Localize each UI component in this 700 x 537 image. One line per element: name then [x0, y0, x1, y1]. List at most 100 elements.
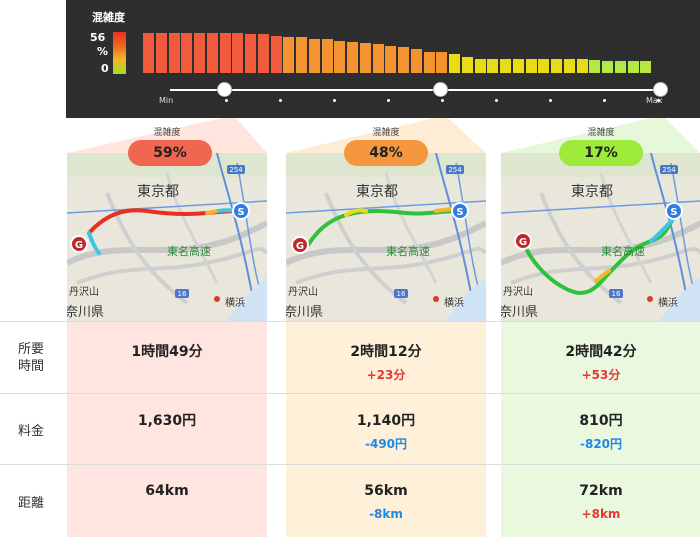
congestion-bar [245, 34, 256, 73]
map-label-tomei: 東名高速 [167, 245, 211, 258]
congestion-slider-track[interactable] [170, 89, 660, 91]
congestion-bar [627, 61, 639, 73]
svg-text:S: S [670, 207, 677, 218]
svg-text:16: 16 [612, 290, 621, 298]
route-line [594, 269, 611, 283]
goal-marker-icon[interactable] [514, 232, 532, 250]
map-label-tanzawa: 丹沢山 [69, 287, 99, 298]
start-marker-icon[interactable] [665, 202, 683, 220]
table-divider [0, 464, 700, 465]
slider-tick [495, 99, 498, 102]
table-divider [0, 321, 700, 322]
route-2-congestion-badge: 48% [344, 140, 428, 166]
route-3-time: 2時間42分 [565, 344, 637, 360]
congestion-bar [461, 57, 473, 73]
map-label-tokyo: 東京都 [356, 184, 398, 200]
start-marker-icon[interactable] [232, 202, 250, 220]
route-3-distance-diff: +8km [581, 507, 621, 521]
svg-text:16: 16 [397, 290, 406, 298]
route-2-distance: 56km [364, 483, 408, 499]
table-divider [0, 393, 700, 394]
route-3-fee: 810円 [579, 413, 623, 429]
route-line [344, 208, 368, 217]
svg-text:254: 254 [229, 166, 243, 174]
congestion-bar [270, 36, 282, 73]
route-1-congestion-label: 混雑度 [153, 128, 181, 138]
congestion-bar [500, 59, 511, 73]
slider-tick [549, 99, 552, 102]
map-label-kanagawa: 奈川県 [501, 305, 539, 320]
congestion-bar [423, 52, 435, 73]
congestion-min-label: 0 [101, 62, 109, 75]
congestion-bar [194, 33, 205, 73]
congestion-bar [410, 49, 422, 73]
congestion-bar [232, 33, 244, 73]
map-label-yokohama: 横浜 [444, 298, 464, 309]
congestion-bar [614, 61, 626, 73]
congestion-bar [257, 34, 269, 73]
route-2-fee: 1,140円 [356, 413, 416, 429]
svg-text:S: S [456, 207, 463, 218]
map-drawing: S G 16 254 [67, 153, 267, 321]
congestion-bar [155, 33, 167, 73]
svg-text:254: 254 [448, 166, 462, 174]
congestion-bar [640, 61, 652, 73]
route-1-time: 1時間49分 [131, 344, 203, 360]
slider-tick [279, 99, 282, 102]
slider-tick [657, 99, 660, 102]
goal-marker-icon[interactable] [291, 236, 309, 254]
slider-handle-2[interactable] [432, 82, 448, 97]
svg-text:G: G [75, 240, 83, 251]
start-marker-icon[interactable] [451, 202, 469, 220]
route-2-map[interactable]: S G 16 254 東京都 東名高速 丹沢山 奈川県 横浜 [286, 153, 486, 321]
map-drawing: S G 16 254 [501, 153, 700, 321]
congestion-bar [206, 33, 218, 73]
congestion-legend-gradient [113, 32, 126, 74]
slider-min-label: Min [159, 96, 174, 105]
route-2-time-diff: +23分 [366, 368, 406, 382]
congestion-bar [487, 59, 499, 73]
congestion-bar [551, 59, 562, 73]
route-3-time-diff: +53分 [581, 368, 621, 382]
route-1-distance: 64km [145, 483, 189, 499]
route-2-congestion-label: 混雑度 [372, 128, 400, 138]
congestion-bar [296, 37, 307, 73]
route-1-map[interactable]: S G 16 254 東京都 東名高速 丹沢山 奈川県 横浜 [67, 153, 267, 321]
congestion-bar [219, 33, 231, 73]
congestion-bar [525, 59, 537, 73]
slider-handle-1[interactable] [216, 82, 232, 97]
svg-text:G: G [296, 241, 304, 252]
slider-max-label: Max [646, 96, 663, 105]
congestion-unit-label: % [97, 45, 109, 58]
map-label-yokohama: 横浜 [225, 298, 245, 309]
congestion-bar [347, 42, 358, 73]
route-3-map[interactable]: S G 16 254 東京都 東名高速 丹沢山 奈川県 横浜 [501, 153, 700, 321]
congestion-bar [372, 44, 384, 73]
congestion-bar [283, 37, 295, 73]
slider-tick [225, 99, 228, 102]
congestion-bar [385, 46, 397, 73]
congestion-bar [449, 54, 460, 73]
map-label-tanzawa: 丹沢山 [288, 287, 318, 298]
map-label-tokyo: 東京都 [571, 184, 613, 200]
row-label-fee: 料金 [17, 424, 44, 439]
congestion-bar [436, 52, 448, 73]
congestion-bar [359, 43, 371, 73]
map-label-tanzawa: 丹沢山 [503, 287, 533, 298]
route-1-congestion-badge: 59% [128, 140, 212, 166]
congestion-bar [308, 39, 320, 73]
route-2-distance-diff: -8km [369, 507, 403, 521]
row-label-distance: 距離 [17, 496, 44, 511]
slider-handle-3[interactable] [653, 82, 668, 97]
congestion-bar [512, 59, 524, 73]
map-label-kanagawa: 奈川県 [286, 305, 324, 320]
congestion-bar [538, 59, 550, 73]
slider-tick [387, 99, 390, 102]
map-label-tomei: 東名高速 [601, 245, 645, 258]
goal-marker-icon[interactable] [70, 235, 88, 253]
map-label-tokyo: 東京都 [137, 184, 179, 200]
slider-tick [441, 99, 444, 102]
congestion-bar [334, 41, 346, 73]
route-1-fee: 1,630円 [137, 413, 197, 429]
route-3-fee-diff: -820円 [579, 437, 623, 451]
